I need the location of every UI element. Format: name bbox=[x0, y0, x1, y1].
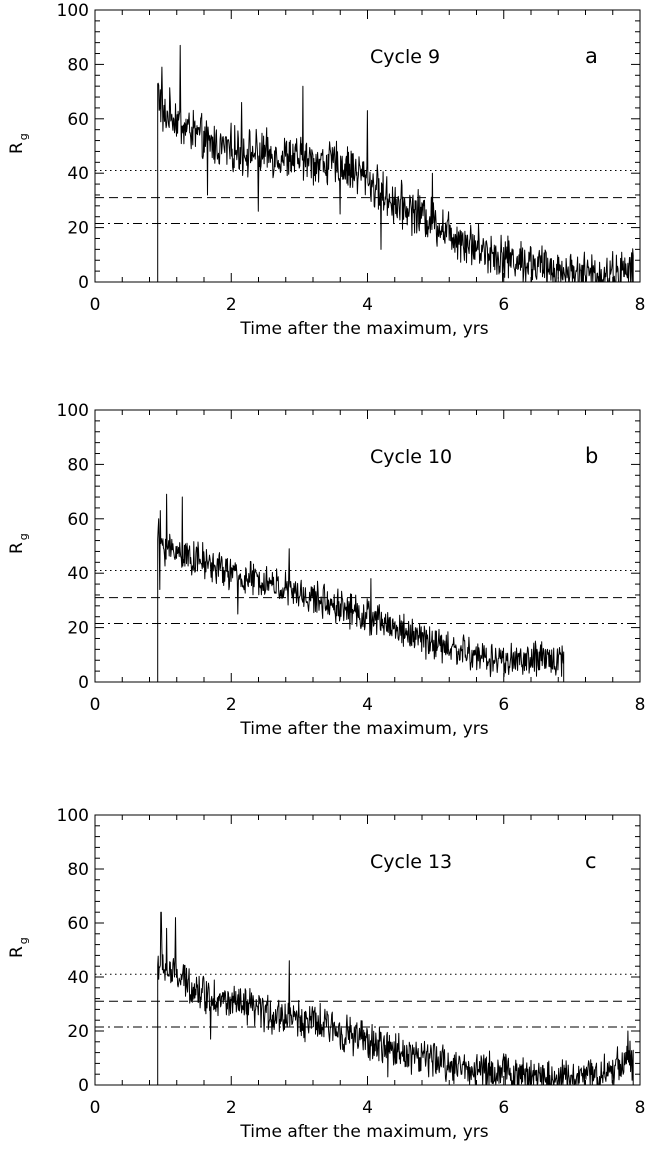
x-tick-label: 6 bbox=[498, 295, 509, 315]
y-tick-label: 100 bbox=[57, 1, 89, 21]
y-tick-label: 20 bbox=[67, 1022, 89, 1042]
panel-title: Cycle 9 bbox=[370, 46, 440, 68]
x-tick-label: 4 bbox=[362, 1098, 373, 1118]
y-tick-label: 80 bbox=[67, 860, 89, 880]
y-tick-label: 20 bbox=[67, 619, 89, 639]
y-axis-title: Rg bbox=[7, 533, 30, 554]
y-axis-title: Rg bbox=[7, 937, 30, 958]
x-tick-label: 2 bbox=[226, 695, 237, 715]
y-tick-label: 100 bbox=[57, 401, 89, 421]
x-tick-label: 6 bbox=[498, 695, 509, 715]
panel-letter: b bbox=[585, 444, 598, 468]
x-tick-label: 2 bbox=[226, 295, 237, 315]
x-tick-label: 6 bbox=[498, 1098, 509, 1118]
y-tick-label: 20 bbox=[67, 219, 89, 239]
y-tick-label: 80 bbox=[67, 55, 89, 75]
series-line bbox=[157, 911, 634, 1086]
x-axis-title: Time after the maximum, yrs bbox=[239, 719, 488, 739]
panel-letter: a bbox=[585, 44, 598, 68]
y-axis-title: Rg bbox=[7, 133, 30, 154]
x-axis-title: Time after the maximum, yrs bbox=[239, 1122, 488, 1142]
x-tick-label: 0 bbox=[90, 695, 101, 715]
panel-title: Cycle 13 bbox=[370, 851, 452, 873]
y-tick-label: 40 bbox=[67, 564, 89, 584]
y-tick-label: 100 bbox=[57, 806, 89, 826]
y-tick-label: 60 bbox=[67, 510, 89, 530]
y-tick-label: 60 bbox=[67, 110, 89, 130]
x-tick-label: 8 bbox=[635, 1098, 646, 1118]
x-tick-label: 4 bbox=[362, 695, 373, 715]
y-tick-label: 40 bbox=[67, 968, 89, 988]
x-tick-label: 0 bbox=[90, 295, 101, 315]
x-tick-label: 2 bbox=[226, 1098, 237, 1118]
x-tick-label: 8 bbox=[635, 695, 646, 715]
y-tick-label: 0 bbox=[78, 1076, 89, 1096]
series-line bbox=[157, 493, 565, 682]
x-tick-label: 4 bbox=[362, 295, 373, 315]
panel-title: Cycle 10 bbox=[370, 446, 452, 468]
y-tick-label: 0 bbox=[78, 273, 89, 293]
x-axis-title: Time after the maximum, yrs bbox=[239, 319, 488, 339]
x-tick-label: 0 bbox=[90, 1098, 101, 1118]
y-tick-label: 0 bbox=[78, 673, 89, 693]
x-tick-label: 8 bbox=[635, 295, 646, 315]
panel-letter: c bbox=[585, 849, 597, 873]
y-tick-label: 40 bbox=[67, 164, 89, 184]
y-tick-label: 80 bbox=[67, 455, 89, 475]
y-tick-label: 60 bbox=[67, 914, 89, 934]
series-line bbox=[157, 44, 634, 283]
